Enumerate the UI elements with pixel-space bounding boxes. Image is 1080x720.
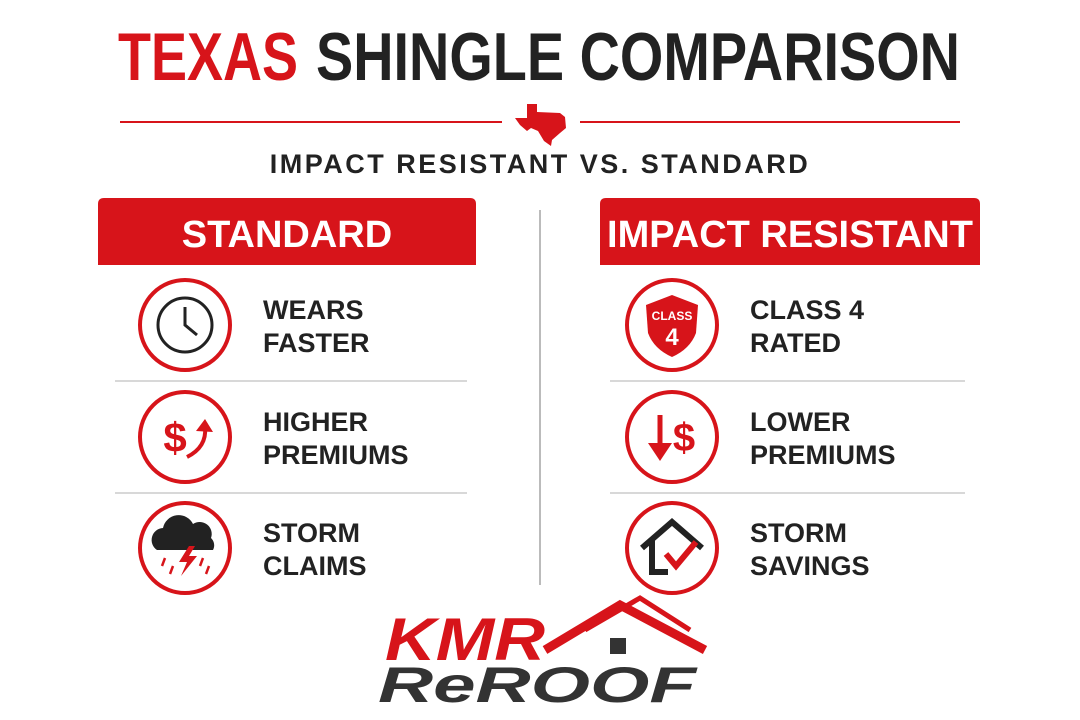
title-red: TEXAS bbox=[118, 19, 298, 95]
column-heading: STANDARD bbox=[182, 214, 392, 256]
item-label: STORM bbox=[263, 518, 360, 548]
icon-class: CLASS bbox=[652, 309, 693, 323]
icon-arrow-head bbox=[648, 443, 672, 461]
icon-dollar: $ bbox=[673, 416, 695, 460]
item-label: PREMIUMS bbox=[750, 440, 896, 470]
item-label: CLASS 4 bbox=[750, 295, 864, 325]
subtitle: IMPACT RESISTANT VS. STANDARD bbox=[270, 149, 811, 179]
item-label: CLAIMS bbox=[263, 551, 367, 581]
item-label: PREMIUMS bbox=[263, 440, 409, 470]
item-label: HIGHER bbox=[263, 407, 368, 437]
item-label: RATED bbox=[750, 328, 841, 358]
title-dark: SHINGLE COMPARISON bbox=[316, 19, 960, 95]
icon-house bbox=[640, 518, 704, 575]
column-heading-box bbox=[600, 198, 980, 265]
icon-rain bbox=[204, 565, 211, 575]
logo-roof bbox=[583, 595, 692, 633]
logo-kmr: KMR bbox=[385, 606, 545, 673]
icon-ring bbox=[625, 390, 719, 484]
icon-rain bbox=[160, 557, 167, 567]
item-label: FASTER bbox=[263, 328, 370, 358]
icon-bolt bbox=[179, 546, 197, 576]
icon-check bbox=[663, 540, 699, 571]
icon-class-number: 4 bbox=[665, 324, 679, 351]
column-heading-box bbox=[98, 198, 476, 265]
icon-arrow-head bbox=[196, 419, 213, 432]
logo-window bbox=[610, 638, 626, 654]
icon-ring bbox=[138, 390, 232, 484]
item-label: WEARS bbox=[263, 295, 364, 325]
texas-icon bbox=[515, 104, 566, 146]
column-heading: IMPACT RESISTANT bbox=[607, 214, 973, 256]
logo-reroof: ReROOF bbox=[378, 657, 698, 713]
logo: KMR ReROOF bbox=[378, 595, 708, 713]
item-label: STORM bbox=[750, 518, 847, 548]
logo-roof bbox=[542, 599, 708, 654]
item-label: LOWER bbox=[750, 407, 851, 437]
icon-dollar: $ bbox=[163, 414, 186, 461]
icon-rain bbox=[198, 557, 205, 567]
icon-rain bbox=[168, 565, 175, 575]
icon-ring bbox=[625, 501, 719, 595]
clock-face bbox=[156, 296, 214, 354]
item-label: SAVINGS bbox=[750, 551, 870, 581]
icon-cloud bbox=[151, 515, 215, 550]
icon-shield bbox=[646, 295, 698, 357]
clock-hands bbox=[183, 307, 198, 337]
